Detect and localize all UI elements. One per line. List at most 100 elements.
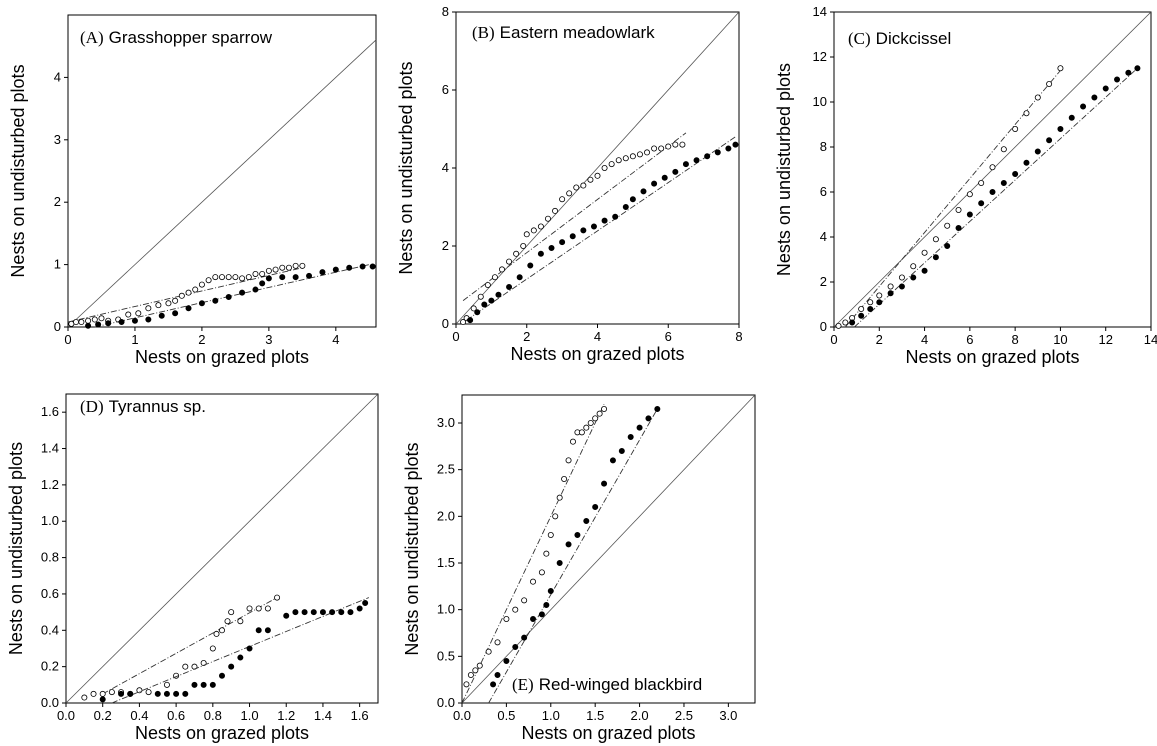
y-tick-label: 0.4: [41, 622, 59, 637]
data-point-filled: [481, 301, 488, 308]
data-point-open: [679, 141, 686, 148]
data-point-filled: [565, 541, 572, 548]
data-point-open: [543, 550, 550, 557]
y-tick-label: 0.0: [41, 695, 59, 710]
data-point-filled: [512, 644, 519, 651]
data-point-open: [537, 223, 544, 230]
x-tick-label: 14: [1144, 332, 1157, 347]
x-axis-label: Nests on grazed plots: [521, 723, 695, 743]
data-point-filled: [548, 244, 555, 251]
x-axis-label: Nests on grazed plots: [510, 344, 684, 364]
data-point-filled: [601, 217, 608, 224]
data-point-open: [477, 293, 484, 300]
data-point-filled: [1034, 148, 1041, 155]
data-point-open: [239, 275, 246, 282]
data-point-open: [470, 305, 477, 312]
data-point-open: [259, 270, 266, 277]
y-tick-label: 0.8: [41, 550, 59, 565]
x-tick-label: 10: [1053, 332, 1067, 347]
y-tick-label: 4: [820, 229, 827, 244]
data-point-open: [172, 297, 179, 304]
data-point-open: [494, 639, 501, 646]
data-point-filled: [163, 690, 170, 697]
data-point-filled: [172, 310, 179, 317]
panel-title: (C) Dickcissel: [848, 29, 951, 48]
data-point-open: [629, 153, 636, 160]
data-point-open: [521, 597, 528, 604]
x-tick-label: 4: [594, 329, 601, 344]
data-point-open: [491, 274, 498, 281]
data-point-filled: [259, 280, 266, 287]
data-point-filled: [955, 224, 962, 231]
data-point-filled: [127, 690, 134, 697]
x-tick-label: 2: [198, 332, 205, 347]
data-point-open: [644, 149, 651, 156]
data-point-open: [232, 274, 239, 281]
data-point-filled: [1134, 65, 1141, 72]
data-point-filled: [612, 213, 619, 220]
data-point-filled: [310, 609, 317, 616]
data-point-open: [544, 215, 551, 222]
data-point-open: [665, 143, 672, 150]
x-tick-label: 2: [876, 332, 883, 347]
data-point-open: [182, 663, 189, 670]
data-point-open: [212, 274, 219, 281]
x-tick-label: 6: [665, 329, 672, 344]
y-tick-label: 1.0: [41, 513, 59, 528]
data-point-open: [185, 289, 192, 296]
data-point-open: [279, 264, 286, 271]
data-point-filled: [246, 645, 253, 652]
data-point-filled: [921, 267, 928, 274]
data-point-filled: [239, 289, 246, 296]
data-point-filled: [347, 609, 354, 616]
data-point-open: [265, 267, 272, 274]
panel-b-eastern-meadowlark: 0 2 4 6 8 0 2 4 6 8 Nests on grazed plots Nests on …: [396, 4, 743, 364]
data-point-open: [460, 319, 467, 326]
x-tick-label: 1: [131, 332, 138, 347]
data-point-open: [887, 283, 894, 290]
species-name: Grasshopper sparrow: [109, 28, 273, 47]
y-tick-label: 0.2: [41, 659, 59, 674]
data-point-filled: [559, 239, 566, 246]
data-point-open: [467, 672, 474, 679]
x-tick-label: 0.4: [130, 708, 148, 723]
data-point-open: [228, 609, 235, 616]
data-point-filled: [200, 681, 207, 688]
data-point-filled: [488, 297, 495, 304]
data-point-open: [513, 250, 520, 257]
data-point-open: [476, 662, 483, 669]
data-point-filled: [346, 264, 353, 271]
data-point-open: [538, 569, 545, 576]
data-point-open: [932, 236, 939, 243]
data-point-open: [1012, 126, 1019, 133]
data-point-open: [580, 182, 587, 189]
fit-line-filled: [466, 136, 736, 321]
data-point-filled: [85, 322, 92, 329]
data-point-filled: [651, 180, 658, 187]
data-point-filled: [640, 188, 647, 195]
data-point-filled: [645, 415, 652, 422]
y-tick-label: 0.6: [41, 586, 59, 601]
data-point-filled: [1023, 159, 1030, 166]
data-point-filled: [218, 672, 225, 679]
y-tick-label: 2: [442, 238, 449, 253]
data-point-open: [910, 263, 917, 270]
data-point-open: [498, 266, 505, 273]
panel-letter: (E): [512, 675, 534, 694]
data-point-filled: [849, 319, 856, 326]
data-point-open: [978, 179, 985, 186]
data-point-open: [842, 319, 849, 326]
data-point-filled: [105, 320, 112, 327]
data-point-open: [145, 689, 152, 696]
y-axis-label: Nests on undisturbed plots: [402, 442, 422, 655]
data-point-filled: [356, 605, 363, 612]
identity-line: [65, 393, 379, 704]
panel-letter: (B): [472, 23, 495, 42]
data-point-open: [155, 302, 162, 309]
data-point-open: [921, 249, 928, 256]
data-point-open: [165, 300, 172, 307]
data-point-filled: [292, 274, 299, 281]
data-point-filled: [332, 266, 339, 273]
data-point-filled: [1000, 179, 1007, 186]
x-tick-label: 0: [64, 332, 71, 347]
